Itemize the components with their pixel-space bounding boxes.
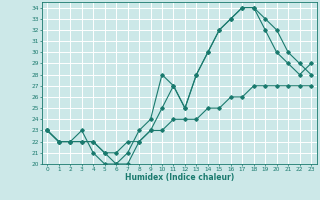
X-axis label: Humidex (Indice chaleur): Humidex (Indice chaleur) — [124, 173, 234, 182]
